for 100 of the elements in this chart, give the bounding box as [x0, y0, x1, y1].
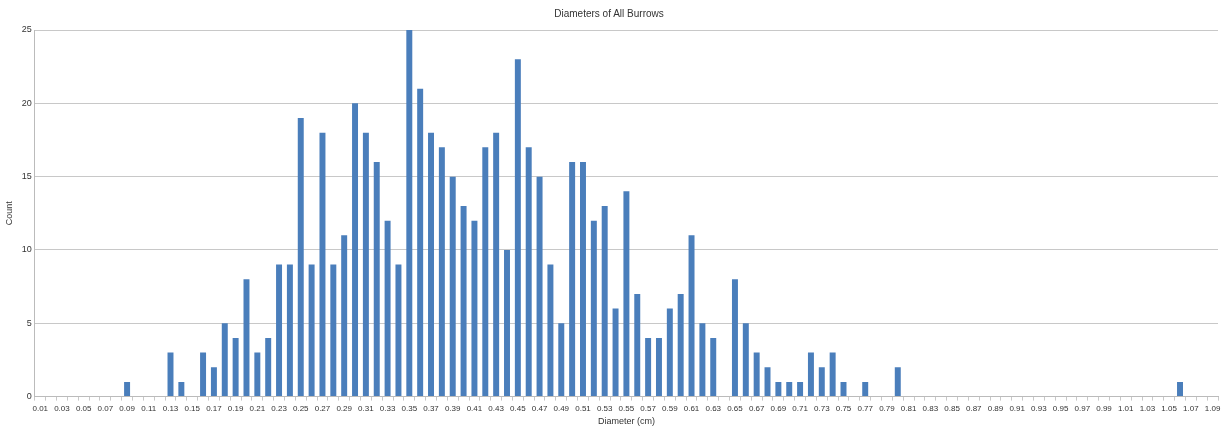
bar — [862, 381, 869, 397]
bar — [210, 367, 217, 397]
x-tick-label: 0.67 — [748, 403, 765, 413]
bar — [352, 103, 359, 397]
bar — [536, 176, 543, 397]
bar — [894, 367, 901, 397]
bar — [775, 381, 782, 397]
bar — [1177, 381, 1183, 397]
bar — [731, 279, 738, 397]
y-tick-label: 20 — [21, 97, 32, 108]
bar — [276, 264, 283, 397]
bar — [265, 337, 272, 397]
x-tick-label: 0.19 — [227, 403, 244, 413]
x-tick-label: 1.09 — [1204, 403, 1221, 413]
bar — [417, 88, 424, 397]
bar — [232, 337, 239, 397]
x-tick-label: 0.95 — [1052, 403, 1069, 413]
bar — [807, 352, 814, 397]
y-axis-title: Count — [3, 200, 14, 226]
x-tick-label: 0.73 — [814, 403, 831, 413]
x-tick-label: 0.03 — [54, 403, 71, 413]
bar — [384, 220, 391, 397]
bar — [753, 352, 760, 397]
x-tick-label: 0.53 — [596, 403, 614, 413]
bar — [395, 264, 402, 397]
x-tick-label: 1.01 — [1117, 403, 1135, 413]
x-tick-label: 0.93 — [1031, 403, 1048, 413]
x-tick-label: 0.05 — [75, 403, 92, 413]
bar — [438, 147, 445, 397]
x-tick-label: 0.87 — [965, 403, 983, 413]
x-tick-label: 0.15 — [184, 403, 201, 413]
bar — [580, 161, 586, 397]
x-tick-label: 0.37 — [423, 403, 440, 413]
bar — [645, 337, 652, 397]
bar — [786, 381, 793, 397]
bar — [493, 132, 500, 397]
x-tick-label: 0.49 — [553, 403, 570, 413]
bar — [623, 191, 630, 397]
x-tick-label: 0.45 — [510, 403, 527, 413]
x-tick-label: 0.41 — [466, 403, 483, 413]
bar — [525, 147, 532, 397]
bar — [742, 323, 749, 397]
x-tick-label: 0.91 — [1009, 403, 1026, 413]
bar — [254, 352, 261, 397]
x-tick-label: 0.07 — [97, 403, 114, 413]
x-tick-label: 0.43 — [488, 403, 505, 413]
bar — [221, 323, 228, 397]
x-tick-label: 0.89 — [987, 403, 1004, 413]
bar — [406, 30, 413, 397]
x-tick-label: 0.81 — [900, 403, 917, 413]
x-tick-label: 0.85 — [944, 403, 961, 413]
x-tick-label: 0.09 — [119, 403, 136, 413]
x-tick-label: 0.51 — [575, 403, 592, 413]
bar — [308, 264, 315, 397]
x-tick-label: 0.59 — [662, 403, 679, 413]
bar — [764, 367, 771, 397]
x-tick-label: 0.31 — [358, 403, 375, 413]
bar — [590, 220, 597, 397]
x-tick-label: 0.17 — [206, 403, 223, 413]
bar — [677, 293, 684, 397]
x-tick-label: 0.63 — [705, 403, 722, 413]
bar — [319, 132, 326, 397]
chart-title: Diameters of All Burrows — [554, 7, 664, 19]
bar — [178, 381, 185, 397]
x-tick-label: 1.07 — [1183, 403, 1200, 413]
bar — [504, 249, 510, 397]
x-tick-label: 0.77 — [857, 403, 874, 413]
x-tick-label: 0.75 — [835, 403, 852, 413]
bar — [428, 132, 434, 397]
x-tick-label: 0.33 — [379, 403, 396, 413]
bar — [655, 337, 662, 397]
bar — [569, 161, 576, 397]
x-tick-label: 0.27 — [314, 403, 331, 413]
x-tick-label: 0.29 — [336, 403, 353, 413]
bar — [460, 205, 467, 397]
bar — [558, 323, 565, 397]
x-tick-label: 1.03 — [1139, 403, 1156, 413]
bar — [666, 308, 673, 397]
x-tick-label: 0.21 — [249, 403, 266, 413]
bar — [449, 176, 456, 397]
y-tick-label: 15 — [21, 171, 32, 182]
x-tick-label: 0.23 — [271, 403, 288, 413]
x-tick-label: 0.99 — [1096, 403, 1113, 413]
bar — [699, 323, 706, 397]
y-tick-label: 5 — [26, 317, 32, 328]
bar — [124, 381, 131, 397]
bar — [471, 220, 478, 397]
x-tick-label: 0.25 — [292, 403, 310, 413]
x-tick-label: 0.69 — [770, 403, 787, 413]
x-tick-label: 0.71 — [792, 403, 809, 413]
y-tick-label: 0 — [26, 391, 32, 402]
bar — [373, 161, 380, 397]
x-tick-label: 0.83 — [922, 403, 939, 413]
x-tick-label: 0.97 — [1074, 403, 1091, 413]
bar — [688, 235, 695, 397]
x-tick-label: 0.35 — [401, 403, 418, 413]
x-tick-label: 0.55 — [618, 403, 635, 413]
x-tick-label: 1.05 — [1161, 403, 1178, 413]
y-tick-label: 10 — [21, 244, 32, 255]
bar — [797, 381, 804, 397]
